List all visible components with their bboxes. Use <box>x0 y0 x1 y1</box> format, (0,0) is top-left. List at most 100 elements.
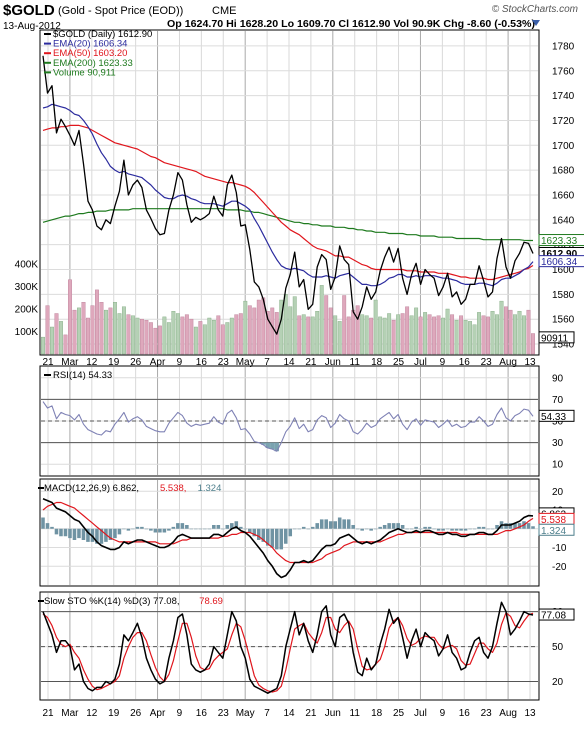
y-axis-tick-label: 1560 <box>552 315 575 326</box>
macd-histogram-bar <box>265 528 270 546</box>
volume-bar <box>247 305 252 355</box>
macd-histogram-bar <box>68 528 72 539</box>
volume-bar <box>328 307 333 355</box>
x-axis-tick-label: 16 <box>196 357 208 368</box>
macd-histogram-bar <box>203 528 207 530</box>
volume-bar <box>396 314 401 355</box>
volume-bar <box>157 325 162 355</box>
volume-bar <box>504 306 508 355</box>
x-axis-tick-label: 12 <box>86 708 98 719</box>
macd-histogram-bar <box>54 528 59 535</box>
volume-bar <box>342 295 347 355</box>
x-axis-tick-label: 11 <box>350 357 361 368</box>
macd-histogram-bar <box>185 525 189 529</box>
macd-histogram-bar <box>472 528 477 530</box>
x-axis-tick-label: 14 <box>283 357 295 368</box>
x-axis-tick-label: 16 <box>459 357 471 368</box>
x-axis-tick-label: Jul <box>414 708 427 719</box>
last-value-label: 90911 <box>541 333 569 344</box>
y-axis-tick-label: 1700 <box>552 141 575 152</box>
y-axis-tick-label: 1680 <box>552 166 575 177</box>
macd-histogram-bar <box>526 523 531 529</box>
macd-histogram-bar <box>239 526 243 529</box>
watermark: © StockCharts.com <box>492 4 578 15</box>
volume-bar <box>121 306 126 355</box>
macd-histogram-bar <box>481 526 486 529</box>
volume-bar <box>400 313 405 355</box>
y-axis-tick-label: 1740 <box>552 91 575 102</box>
ema50-line <box>42 124 534 281</box>
quote-summary: Op 1624.70 Hi 1628.20 Lo 1609.70 Cl 1612… <box>167 18 535 30</box>
x-axis-tick-label: 13 <box>524 357 536 368</box>
price-line <box>42 55 534 335</box>
volume-bar <box>346 316 351 355</box>
y-axis-tick-label: 30 <box>552 438 564 449</box>
last-value-tag <box>538 523 575 536</box>
volume-bar <box>522 315 526 355</box>
macd-histogram-bar <box>427 526 432 529</box>
macd-histogram-bar <box>468 528 472 530</box>
macd-histogram-bar <box>454 528 459 531</box>
y-axis-tick-label: -20 <box>552 562 567 573</box>
chart-instrument-name: (Gold - Spot Price (EOD)) <box>58 5 183 17</box>
macd-histogram-bar <box>50 526 54 529</box>
volume-bar <box>499 300 504 355</box>
macd-histogram-bar <box>72 528 77 540</box>
volume-bar <box>364 315 369 355</box>
volume-bar <box>355 305 360 355</box>
y-axis-tick-label: 1780 <box>552 41 575 52</box>
macd-histogram-bar <box>310 526 315 529</box>
macd-histogram-bar <box>504 523 508 529</box>
x-axis-tick-label: 19 <box>108 708 120 719</box>
x-axis-tick-label: 23 <box>481 708 493 719</box>
macd-histogram-bar <box>414 526 418 529</box>
macd-histogram-bar <box>301 526 306 529</box>
macd-histogram-bar <box>216 525 221 529</box>
macd-histogram-bar <box>441 528 445 531</box>
legend-entry: RSI(14) 54.33 <box>53 370 112 381</box>
volume-bar <box>202 324 207 355</box>
x-axis-tick-label: May <box>236 708 255 719</box>
volume-bar <box>450 314 455 355</box>
macd-histogram-bar <box>81 528 86 540</box>
last-value-label: 1612.90 <box>541 249 578 260</box>
volume-bar <box>256 299 261 355</box>
volume-bar <box>292 296 297 355</box>
y-axis-tick-label: 1540 <box>552 340 575 351</box>
x-axis-tick-label: 9 <box>440 708 446 719</box>
x-axis-tick-label: 16 <box>459 708 471 719</box>
macd-histogram-bar <box>108 528 113 540</box>
macd-histogram-bar <box>382 525 387 529</box>
macd-histogram-bar <box>194 528 198 530</box>
x-axis-tick-label: 25 <box>393 708 405 719</box>
volume-bar <box>148 322 153 355</box>
x-axis-tick-label: Jun <box>325 357 341 368</box>
volume-bar <box>391 320 396 355</box>
chevron-down-icon[interactable] <box>532 20 540 26</box>
macd-histogram-bar <box>86 528 90 542</box>
macd-histogram-bar <box>337 517 342 529</box>
macd-histogram-bar <box>378 526 382 529</box>
macd-histogram-bar <box>41 517 45 529</box>
volume-bar <box>189 318 194 355</box>
volume-bar <box>108 307 113 355</box>
volume-bar <box>184 314 189 355</box>
macd-histogram-bar <box>261 528 266 542</box>
y-axis-tick-label: 90 <box>552 373 564 384</box>
macd-histogram-bar <box>180 523 185 529</box>
chart-date: 13-Aug-2012 <box>3 21 61 32</box>
x-axis-tick-label: 12 <box>86 357 98 368</box>
macd-histogram-bar <box>463 528 468 531</box>
volume-bar <box>486 316 490 355</box>
axis-labels: 21 21 Mar Mar 12 12 19 19 26 26 Apr Apr 9 9 16 16 23 23 Ma… <box>15 41 584 719</box>
x-axis-tick-label: 9 <box>177 708 183 719</box>
macd-histogram-bar <box>95 528 99 544</box>
volume-bar <box>225 322 230 355</box>
last-value-label: 54.33 <box>541 412 566 423</box>
volume-bar <box>513 314 517 355</box>
volume-bar <box>526 309 531 355</box>
volume-bar <box>495 314 499 355</box>
volume-bar <box>283 294 288 355</box>
macd-histogram-bar <box>432 528 436 530</box>
